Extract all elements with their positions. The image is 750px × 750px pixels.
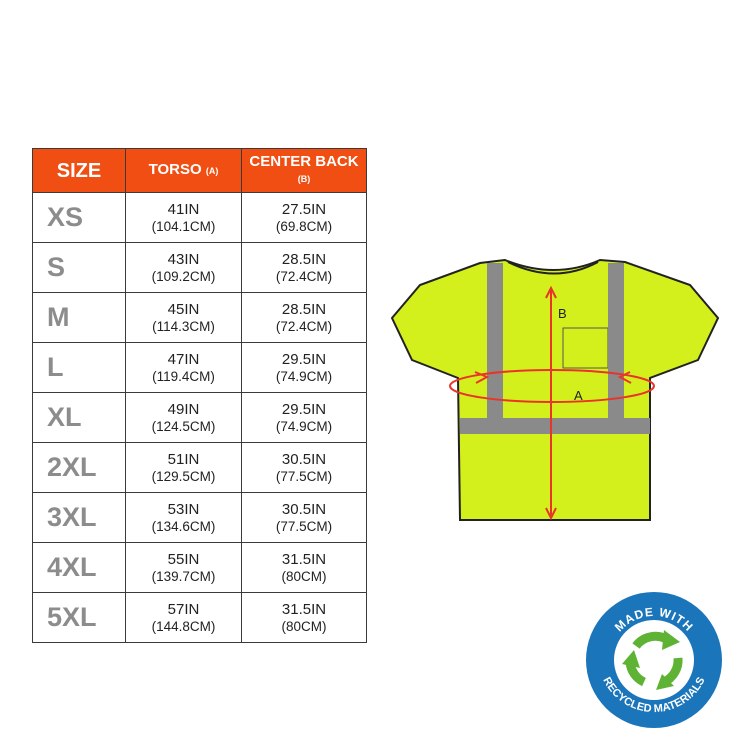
shirt-diagram: B A xyxy=(390,258,720,521)
table-row: S 43IN (109.2CM) 28.5IN (72.4CM) xyxy=(32,242,367,293)
size-cell: XL xyxy=(32,392,126,443)
center-back-cell: 29.5IN (74.9CM) xyxy=(241,392,367,443)
torso-cell: 45IN (114.3CM) xyxy=(125,292,242,343)
torso-cell: 53IN (134.6CM) xyxy=(125,492,242,543)
collar xyxy=(507,261,599,275)
table-row: L 47IN (119.4CM) 29.5IN (74.9CM) xyxy=(32,342,367,393)
center-back-cell: 30.5IN (77.5CM) xyxy=(241,492,367,543)
size-cell: XS xyxy=(32,192,126,243)
torso-cell: 41IN (104.1CM) xyxy=(125,192,242,243)
header-center-back: CENTER BACK (B) xyxy=(241,148,367,193)
measure-a-ellipse xyxy=(449,369,655,403)
label-a: A xyxy=(574,388,583,403)
table-row: M 45IN (114.3CM) 28.5IN (72.4CM) xyxy=(32,292,367,343)
table-row: XL 49IN (124.5CM) 29.5IN (74.9CM) xyxy=(32,392,367,443)
size-cell: 2XL xyxy=(32,442,126,493)
size-cell: 3XL xyxy=(32,492,126,543)
size-cell: 5XL xyxy=(32,592,126,643)
table-row: XS 41IN (104.1CM) 27.5IN (69.8CM) xyxy=(32,192,367,243)
center-back-cell: 29.5IN (74.9CM) xyxy=(241,342,367,393)
shirt-body xyxy=(390,258,720,521)
torso-cell: 47IN (119.4CM) xyxy=(125,342,242,393)
center-back-cell: 28.5IN (72.4CM) xyxy=(241,292,367,343)
size-cell: L xyxy=(32,342,126,393)
torso-cell: 55IN (139.7CM) xyxy=(125,542,242,593)
center-back-cell: 27.5IN (69.8CM) xyxy=(241,192,367,243)
reflective-stripe-left xyxy=(487,263,503,433)
recycled-badge: MADE WITH RECYCLED MATERIALS xyxy=(586,592,722,728)
torso-cell: 49IN (124.5CM) xyxy=(125,392,242,443)
center-back-cell: 31.5IN (80CM) xyxy=(241,592,367,643)
table-row: 2XL 51IN (129.5CM) 30.5IN (77.5CM) xyxy=(32,442,367,493)
size-cell: 4XL xyxy=(32,542,126,593)
reflective-stripe-waist xyxy=(460,418,650,434)
table-row: 5XL 57IN (144.8CM) 31.5IN (80CM) xyxy=(32,592,367,643)
label-b: B xyxy=(558,306,567,321)
header-torso: TORSO (A) xyxy=(125,148,242,193)
reflective-stripe-right xyxy=(608,263,624,433)
header-size: SIZE xyxy=(32,148,126,193)
table-row: 3XL 53IN (134.6CM) 30.5IN (77.5CM) xyxy=(32,492,367,543)
size-cell: M xyxy=(32,292,126,343)
center-back-cell: 30.5IN (77.5CM) xyxy=(241,442,367,493)
center-back-cell: 31.5IN (80CM) xyxy=(241,542,367,593)
torso-cell: 57IN (144.8CM) xyxy=(125,592,242,643)
torso-cell: 51IN (129.5CM) xyxy=(125,442,242,493)
torso-cell: 43IN (109.2CM) xyxy=(125,242,242,293)
size-cell: S xyxy=(32,242,126,293)
center-back-cell: 28.5IN (72.4CM) xyxy=(241,242,367,293)
size-chart: SIZE TORSO (A) CENTER BACK (B) XS 41IN (1… xyxy=(32,148,367,643)
table-row: 4XL 55IN (139.7CM) 31.5IN (80CM) xyxy=(32,542,367,593)
